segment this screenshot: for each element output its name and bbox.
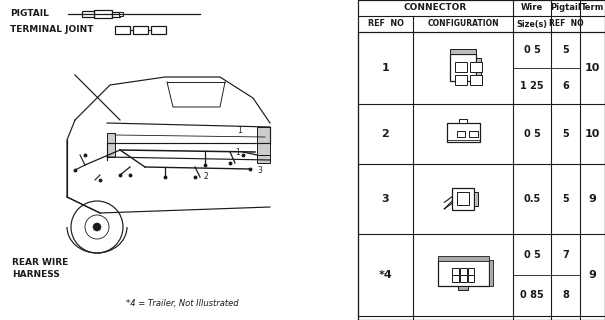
Bar	[119, 12, 123, 16]
Bar	[476, 58, 482, 76]
Text: Size(s): Size(s)	[517, 20, 548, 28]
Text: 9: 9	[589, 194, 597, 204]
Text: 1: 1	[382, 63, 390, 73]
Text: 5: 5	[562, 129, 569, 139]
Bar	[450, 53, 476, 81]
Bar	[455, 62, 467, 72]
Bar	[455, 75, 467, 85]
Bar	[457, 192, 469, 205]
Text: 0 5: 0 5	[523, 45, 540, 55]
Bar	[257, 155, 270, 163]
Text: REF  NO: REF NO	[368, 20, 404, 28]
Text: 3: 3	[382, 194, 389, 204]
Bar	[469, 62, 482, 72]
Bar	[468, 268, 474, 275]
Text: 1 25: 1 25	[520, 81, 544, 91]
Text: 0 5: 0 5	[523, 129, 540, 139]
Text: REAR WIRE
HARNESS: REAR WIRE HARNESS	[12, 258, 68, 279]
Text: 10: 10	[585, 129, 600, 139]
Bar	[133, 26, 148, 34]
Bar	[468, 275, 474, 282]
Text: 1: 1	[235, 148, 240, 157]
Bar	[457, 131, 465, 137]
Bar	[94, 10, 112, 18]
Text: Wire: Wire	[521, 4, 543, 12]
Bar	[0, 0, 358, 320]
Text: PIGTAIL: PIGTAIL	[10, 10, 49, 19]
Text: 1: 1	[237, 126, 242, 135]
Text: 2: 2	[382, 129, 390, 139]
Text: 5: 5	[562, 194, 569, 204]
Circle shape	[93, 223, 101, 231]
Bar	[437, 260, 488, 285]
Bar	[460, 268, 466, 275]
Text: 2: 2	[203, 172, 208, 181]
Bar	[358, 0, 605, 320]
Bar	[257, 127, 270, 155]
Text: *4: *4	[379, 270, 393, 280]
Text: 7: 7	[562, 250, 569, 260]
Text: 10: 10	[585, 63, 600, 73]
Text: 5: 5	[562, 45, 569, 55]
Bar	[460, 275, 466, 282]
Bar	[107, 133, 115, 157]
Text: 8: 8	[562, 291, 569, 300]
Bar	[453, 268, 459, 275]
Text: CONFIGURATION: CONFIGURATION	[427, 20, 499, 28]
Bar	[457, 285, 468, 290]
Bar	[115, 26, 130, 34]
Bar	[452, 188, 474, 210]
Text: REF  NO: REF NO	[549, 20, 584, 28]
Bar	[488, 260, 493, 285]
Bar	[469, 75, 482, 85]
Text: 3: 3	[257, 166, 262, 175]
Bar	[450, 49, 476, 54]
Text: CONNECTOR: CONNECTOR	[404, 4, 467, 12]
Bar	[474, 192, 479, 205]
Text: 6: 6	[562, 81, 569, 91]
Bar	[82, 11, 94, 17]
Text: 0 5: 0 5	[523, 250, 540, 260]
Text: Term: Term	[581, 4, 604, 12]
Bar	[459, 119, 468, 124]
Bar	[446, 123, 480, 142]
Text: 9: 9	[589, 270, 597, 280]
Bar	[112, 12, 120, 17]
Bar	[469, 131, 477, 137]
Bar	[453, 275, 459, 282]
Text: *4 = Trailer, Not Illustrated: *4 = Trailer, Not Illustrated	[126, 299, 238, 308]
Text: Pigtail: Pigtail	[550, 4, 581, 12]
Text: 0.5: 0.5	[523, 194, 541, 204]
Text: TERMINAL JOINT: TERMINAL JOINT	[10, 26, 94, 35]
Text: 0 85: 0 85	[520, 291, 544, 300]
Bar	[151, 26, 166, 34]
Bar	[437, 256, 488, 260]
